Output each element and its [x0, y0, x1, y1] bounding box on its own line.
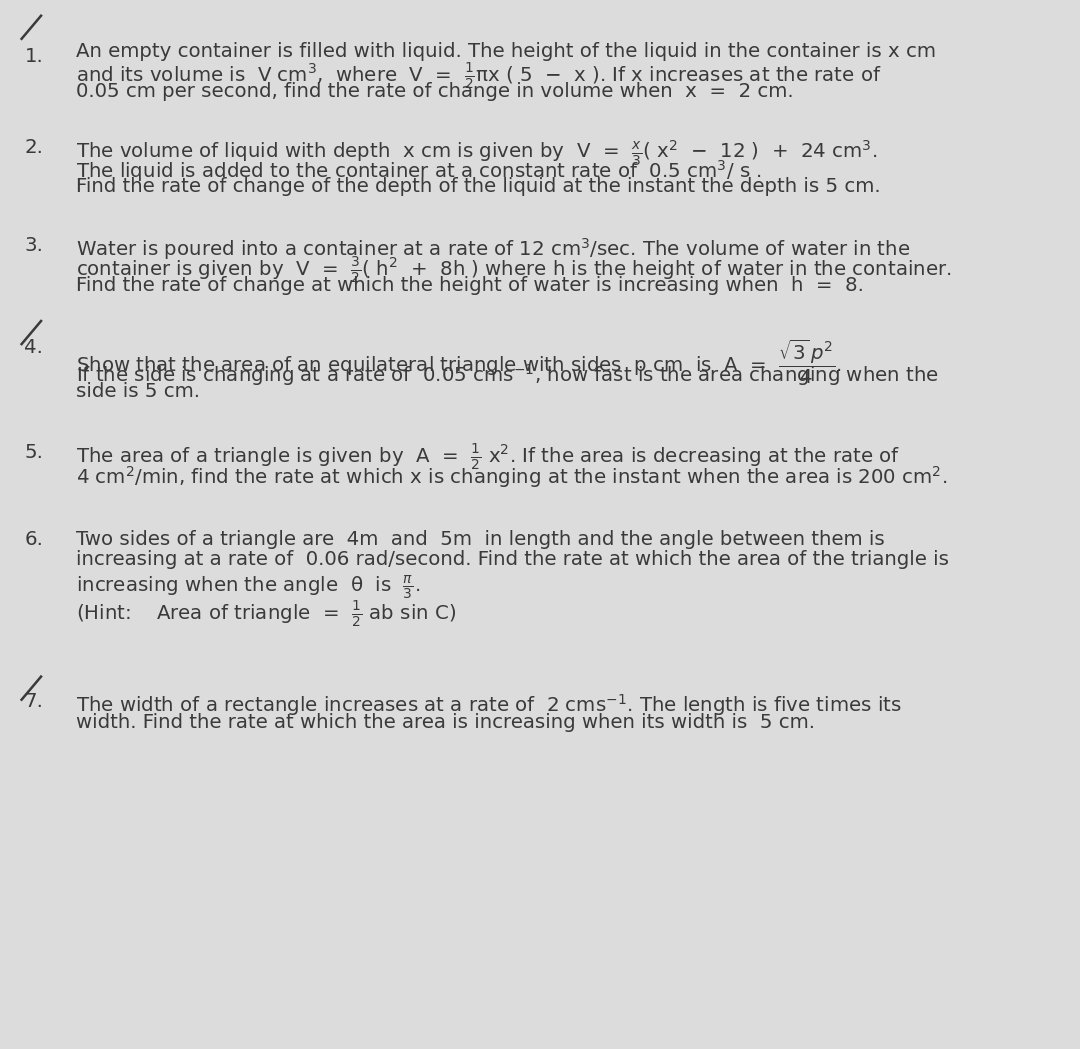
Text: 1.: 1.: [25, 47, 43, 66]
Text: 6.: 6.: [25, 530, 43, 549]
Text: The width of a rectangle increases at a rate of  2 cms$^{-1}$. The length is fiv: The width of a rectangle increases at a …: [76, 692, 902, 719]
Text: and its volume is  V cm$^{3}$,  where  V  =  $\frac{1}{2}$πx ( 5  −  x ). If x i: and its volume is V cm$^{3}$, where V = …: [76, 62, 881, 92]
Text: Find the rate of change at which the height of water is increasing when  h  =  8: Find the rate of change at which the hei…: [76, 276, 864, 295]
Text: increasing when the angle  θ  is  $\frac{\pi}{3}$.: increasing when the angle θ is $\frac{\p…: [76, 574, 420, 602]
Text: If the side is changing at a rate of  0.05 cms$^{-1}$, how fast is the area chan: If the side is changing at a rate of 0.0…: [76, 362, 939, 388]
Text: increasing at a rate of  0.06 rad/second. Find the rate at which the area of the: increasing at a rate of 0.06 rad/second.…: [76, 550, 948, 569]
Text: 4 cm$^{2}$/min, find the rate at which x is changing at the instant when the are: 4 cm$^{2}$/min, find the rate at which x…: [76, 464, 947, 490]
Text: Two sides of a triangle are  4m  and  5m  in length and the angle between them i: Two sides of a triangle are 4m and 5m in…: [76, 530, 885, 549]
Text: The volume of liquid with depth  x cm is given by  V  =  $\frac{x}{3}$( x$^{2}$ : The volume of liquid with depth x cm is …: [76, 138, 877, 168]
Text: 2.: 2.: [25, 138, 43, 157]
Text: 7.: 7.: [25, 692, 43, 711]
Text: 3.: 3.: [25, 236, 43, 255]
Text: 5.: 5.: [25, 443, 43, 462]
Text: 0.05 cm per second, find the rate of change in volume when  x  =  2 cm.: 0.05 cm per second, find the rate of cha…: [76, 82, 793, 101]
Text: container is given by  V  =  $\frac{3}{2}$( h$^{2}$  +  8h ) where h is the heig: container is given by V = $\frac{3}{2}$(…: [76, 256, 951, 286]
Text: An empty container is filled with liquid. The height of the liquid in the contai: An empty container is filled with liquid…: [76, 42, 935, 61]
Text: side is 5 cm.: side is 5 cm.: [76, 382, 200, 401]
Text: Show that the area of an equilateral triangle with sides  p cm  is  A  =  $\dfra: Show that the area of an equilateral tri…: [76, 338, 841, 386]
Text: The liquid is added to the container at a constant rate of  0.5 cm$^{3}$/ s .: The liquid is added to the container at …: [76, 158, 761, 185]
Text: Find the rate of change of the depth of the liquid at the instant the depth is 5: Find the rate of change of the depth of …: [76, 177, 880, 196]
Text: Water is poured into a container at a rate of 12 cm$^{3}$/sec. The volume of wat: Water is poured into a container at a ra…: [76, 236, 910, 262]
Text: The area of a triangle is given by  A  =  $\frac{1}{2}$ x$^{2}$. If the area is : The area of a triangle is given by A = $…: [76, 443, 900, 473]
Text: (Hint:    Area of triangle  =  $\frac{1}{2}$ ab sin C): (Hint: Area of triangle = $\frac{1}{2}$ …: [76, 600, 456, 630]
Text: 4.: 4.: [25, 338, 43, 357]
Text: width. Find the rate at which the area is increasing when its width is  5 cm.: width. Find the rate at which the area i…: [76, 713, 814, 732]
